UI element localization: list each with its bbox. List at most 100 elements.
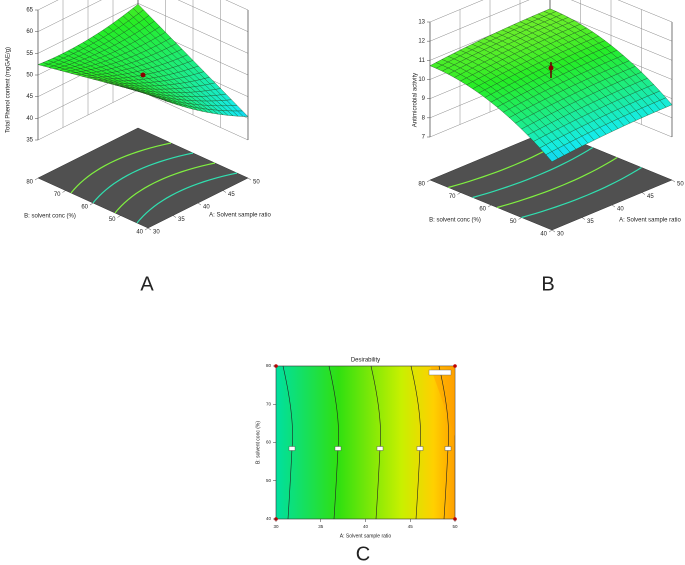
x-axis-title: A: Solvent sample ratio: [209, 213, 271, 219]
y-tick: [89, 202, 94, 206]
floor-contour: [521, 166, 642, 219]
z-tick-label: 8: [422, 115, 426, 121]
y-tick-label: 50: [266, 478, 272, 483]
chart-title: Desirability: [351, 358, 380, 364]
floor-contour: [472, 146, 594, 199]
y-tick-label: 80: [266, 363, 272, 368]
grid-line: [429, 0, 673, 23]
y-tick-label: 60: [266, 440, 272, 445]
y-tick: [144, 227, 149, 231]
x-tick-label: 45: [647, 194, 654, 200]
x-tick: [247, 177, 252, 181]
grid-line: [37, 0, 249, 11]
y-tick-label: 40: [540, 232, 547, 238]
y-tick: [487, 204, 492, 208]
z-tick-label: 12: [418, 39, 425, 45]
x-tick: [147, 227, 152, 231]
y-tick: [62, 190, 66, 193]
y-tick-label: 80: [418, 182, 425, 188]
z-tick-label: 10: [418, 77, 425, 83]
y-tick-label: 60: [81, 205, 88, 211]
plot-area: [275, 365, 456, 520]
z-tick-label: 40: [26, 116, 33, 122]
y-tick-label: 70: [266, 401, 272, 406]
panel-label: C: [356, 543, 370, 565]
x-tick-label: 50: [677, 182, 684, 188]
x-tick-label: 40: [203, 205, 210, 211]
y-tick: [457, 192, 461, 195]
z-tick-label: 9: [422, 96, 426, 102]
y-tick: [518, 217, 522, 220]
x-tick-label: 40: [617, 207, 624, 213]
z-tick-label: 13: [418, 20, 425, 26]
x-tick-label: 30: [557, 232, 564, 238]
floor-contour: [114, 162, 216, 214]
surface-cell: [142, 92, 154, 97]
design-point: [453, 364, 457, 368]
x-tick-label: 50: [452, 524, 458, 529]
z-axis-title: Total Phenol content (mgGAE/g): [6, 47, 12, 133]
x-tick: [611, 204, 616, 208]
x-tick-label: 30: [273, 524, 279, 529]
floor-contour: [70, 142, 172, 194]
z-tick-label: 7: [422, 135, 426, 141]
x-tick: [581, 217, 586, 220]
contour-label-box: [444, 446, 452, 451]
x-tick-label: 40: [363, 524, 369, 529]
surface-cell: [545, 151, 559, 162]
floor-contour: [496, 156, 618, 209]
x-tick: [172, 215, 177, 218]
y-tick-label: 50: [109, 217, 116, 223]
contour-label-box: [288, 446, 296, 451]
x-tick: [551, 229, 556, 233]
x-tick-label: 30: [153, 230, 160, 236]
x-tick-label: 35: [587, 219, 594, 225]
floor: [37, 127, 249, 229]
z-tick-label: 11: [419, 58, 426, 64]
y-tick: [117, 215, 121, 218]
x-tick: [222, 190, 227, 193]
y-tick-label: 60: [479, 207, 486, 213]
y-tick-label: 80: [26, 180, 33, 186]
z-tick-label: 55: [26, 51, 33, 57]
x-tick-label: 50: [253, 180, 260, 186]
y-axis-title: B: solvent conc (%): [429, 218, 481, 224]
panel-label: B: [541, 273, 554, 295]
grid-line: [37, 0, 249, 32]
legend-box: [428, 369, 452, 376]
y-tick-label: 50: [510, 219, 517, 225]
y-tick-label: 70: [449, 194, 456, 200]
z-tick-label: 45: [26, 94, 33, 100]
x-tick-label: 45: [408, 524, 414, 529]
x-tick-label: 35: [178, 217, 185, 223]
z-tick-label: 60: [26, 29, 33, 35]
x-tick-label: 35: [318, 524, 324, 529]
x-tick: [671, 179, 676, 183]
panel-label: A: [140, 273, 154, 295]
contour-label-box: [416, 446, 424, 451]
z-axis-title: Antimicrobial activity: [413, 73, 419, 127]
x-axis-title: A: Solvent sample ratio: [619, 218, 681, 224]
y-tick: [548, 229, 553, 233]
y-tick-label: 70: [54, 192, 61, 198]
hot-corner: [430, 366, 455, 436]
x-tick: [197, 202, 202, 206]
contour-label-box: [334, 446, 342, 451]
z-tick-label: 35: [26, 138, 33, 144]
y-tick-label: 40: [136, 230, 143, 236]
design-point: [548, 65, 554, 71]
y-tick: [34, 177, 39, 181]
y-tick: [426, 179, 431, 183]
x-tick: [641, 192, 646, 195]
grid-line: [429, 0, 673, 42]
x-axis-title: A: Solvent sample ratio: [340, 533, 392, 539]
floor-contour: [136, 172, 238, 224]
floor-contour: [92, 152, 194, 204]
design-point: [140, 72, 146, 78]
y-axis-title: B: solvent conc (%): [255, 421, 261, 464]
z-tick-label: 65: [26, 8, 33, 14]
y-axis-title: B: solvent conc (%): [24, 214, 76, 220]
x-tick-label: 45: [228, 192, 235, 198]
z-tick-label: 50: [26, 73, 33, 79]
